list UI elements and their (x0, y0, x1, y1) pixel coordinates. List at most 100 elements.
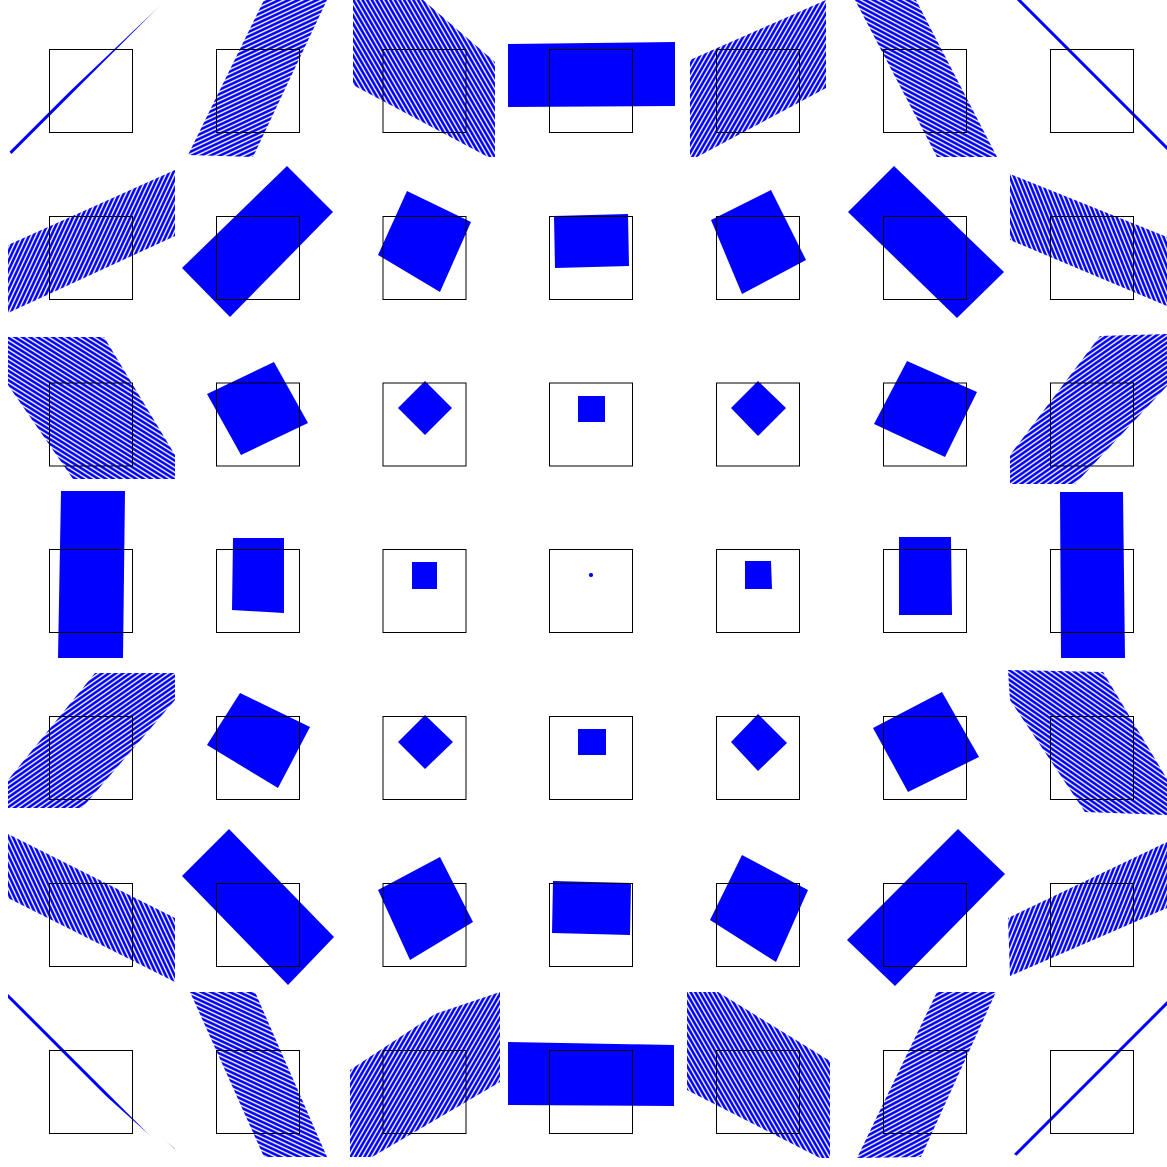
frame-square-r3-c4 (716, 549, 800, 633)
frame-square-r1-c0 (49, 216, 133, 300)
hatched-shape-r6-c4 (687, 992, 830, 1158)
solid-shape-r1-c4 (711, 190, 806, 294)
frame-square-r2-c1 (216, 382, 300, 467)
hatched-shape-r6-c2 (350, 992, 500, 1157)
solid-shape-r5-c2 (378, 857, 473, 960)
frame-square-r0-c1 (216, 49, 300, 133)
frame-square-r5-c1 (216, 883, 300, 967)
frame-square-r1-c4 (716, 216, 800, 300)
frame-square-r0-c0 (49, 49, 133, 133)
frame-square-r2-c2 (382, 382, 467, 467)
grid-shapes (8, 0, 1167, 1158)
solid-shape-r4-c4 (731, 714, 787, 771)
frame-square-r3-c2 (382, 549, 467, 633)
solid-shape-r2-c5 (874, 361, 977, 457)
solid-shape-r1-c5 (848, 166, 1004, 318)
solid-shape-r2-c2 (398, 381, 452, 435)
solid-shape-r3-c5 (899, 537, 952, 615)
frame-square-r1-c2 (382, 216, 467, 300)
frame-square-r5-c4 (716, 883, 800, 967)
hatched-shape-r4-c6 (1008, 670, 1167, 815)
frame-square-r6-c5 (883, 1050, 967, 1134)
frame-square-r2-c0 (49, 382, 133, 467)
solid-shape-r1-c3 (554, 214, 629, 268)
frame-square-r4-c6 (1050, 716, 1134, 800)
frame-square-r6-c4 (716, 1050, 800, 1134)
solid-shape-r0-c3 (508, 42, 675, 107)
frame-square-r6-c2 (382, 1050, 467, 1134)
solid-shape-r5-c3 (552, 881, 631, 935)
solid-shape-r2-c3 (578, 396, 605, 422)
frame-square-r3-c1 (216, 549, 300, 633)
frame-square-r5-c2 (382, 883, 467, 967)
hatched-shape-r0-c5 (855, 0, 997, 157)
hatched-shape-r0-c4 (690, 0, 826, 157)
solid-shape-r3-c0 (58, 491, 125, 658)
hatched-shape-r6-c6 (1008, 992, 1167, 1158)
solid-shape-r5-c5 (847, 829, 1005, 986)
solid-shape-r1-c1 (182, 166, 333, 317)
hatched-shape-r2-c0 (8, 337, 175, 479)
hatched-shape-r0-c1 (188, 0, 327, 157)
frame-square-r4-c1 (216, 716, 300, 800)
hatched-shape-r2-c6 (1010, 334, 1167, 484)
solid-shape-r3-c6 (1060, 492, 1125, 658)
solid-shape-r3-c2 (412, 562, 437, 589)
frame-square-r4-c4 (716, 716, 800, 800)
hatched-shape-r5-c6 (1008, 842, 1167, 976)
frame-square-r1-c1 (216, 216, 300, 300)
shape-dot-r3-c3 (589, 573, 593, 577)
hatched-shape-r0-c2 (353, 0, 495, 157)
frame-square-r4-c0 (49, 716, 133, 800)
solid-shape-r4-c3 (578, 729, 606, 755)
grid-frames (49, 49, 1134, 1134)
frame-square-r5-c5 (883, 883, 967, 967)
solid-shape-r6-c3 (508, 1042, 674, 1106)
frame-square-r1-c5 (883, 216, 967, 300)
frame-square-r6-c0 (49, 1050, 133, 1134)
frame-square-r1-c6 (1050, 216, 1134, 300)
frame-square-r2-c3 (549, 382, 633, 467)
frame-square-r3-c0 (49, 549, 133, 633)
solid-shape-r3-c4 (745, 561, 772, 589)
solid-shape-r3-c1 (232, 538, 284, 613)
hatched-shape-r0-c0 (8, 0, 175, 157)
frame-square-r1-c3 (549, 216, 633, 300)
frame-square-r4-c3 (549, 716, 633, 800)
frame-square-r0-c6 (1050, 49, 1134, 133)
hatched-shape-r5-c0 (8, 834, 175, 982)
solid-shape-r5-c1 (182, 829, 334, 985)
solid-shape-r4-c5 (873, 692, 979, 792)
solid-shape-r4-c1 (207, 693, 310, 788)
frame-square-r2-c6 (1050, 382, 1134, 467)
frame-square-r4-c5 (883, 716, 967, 800)
hatched-shape-r6-c0 (8, 994, 175, 1158)
hatched-shape-r0-c6 (1008, 0, 1167, 157)
hatched-shape-r1-c6 (1010, 174, 1167, 306)
frame-square-r3-c6 (1050, 549, 1134, 633)
solid-shape-r2-c1 (207, 362, 308, 455)
frame-square-r5-c6 (1050, 883, 1134, 967)
frame-square-r3-c3 (549, 549, 633, 633)
solid-shape-r1-c2 (378, 191, 471, 292)
hatched-shape-r4-c0 (8, 673, 175, 808)
frame-square-r0-c3 (549, 49, 633, 133)
frame-square-r0-c4 (716, 49, 800, 133)
hatched-shape-r6-c5 (857, 992, 996, 1158)
frame-square-r6-c6 (1050, 1050, 1134, 1134)
hatched-shape-r6-c1 (190, 992, 327, 1157)
frame-square-r5-c3 (549, 883, 633, 967)
frame-square-r6-c1 (216, 1050, 300, 1134)
frame-square-r3-c5 (883, 549, 967, 633)
frame-square-r2-c5 (883, 382, 967, 467)
frame-square-r6-c3 (549, 1050, 633, 1134)
frame-square-r0-c5 (883, 49, 967, 133)
solid-shape-r4-c2 (398, 715, 453, 769)
solid-shape-r2-c4 (731, 381, 786, 436)
solid-shape-r5-c4 (710, 855, 808, 962)
frame-square-r0-c2 (382, 49, 467, 133)
frame-square-r5-c0 (49, 883, 133, 967)
frame-square-r2-c4 (716, 382, 800, 467)
hatched-shape-r1-c0 (8, 170, 175, 313)
